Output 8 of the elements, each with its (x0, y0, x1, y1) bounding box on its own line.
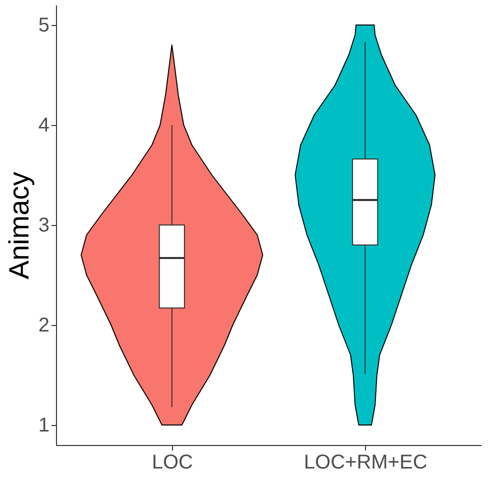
y-tick-label: 4 (38, 114, 50, 136)
y-tick-label: 1 (38, 414, 50, 436)
y-axis-title: Animacy (3, 172, 34, 280)
y-tick-label: 3 (38, 214, 50, 236)
x-tick-label: LOC (152, 452, 193, 474)
y-tick-label: 2 (38, 314, 50, 336)
x-tick-label: LOC+RM+EC (304, 452, 428, 474)
y-tick-label: 5 (38, 14, 50, 36)
